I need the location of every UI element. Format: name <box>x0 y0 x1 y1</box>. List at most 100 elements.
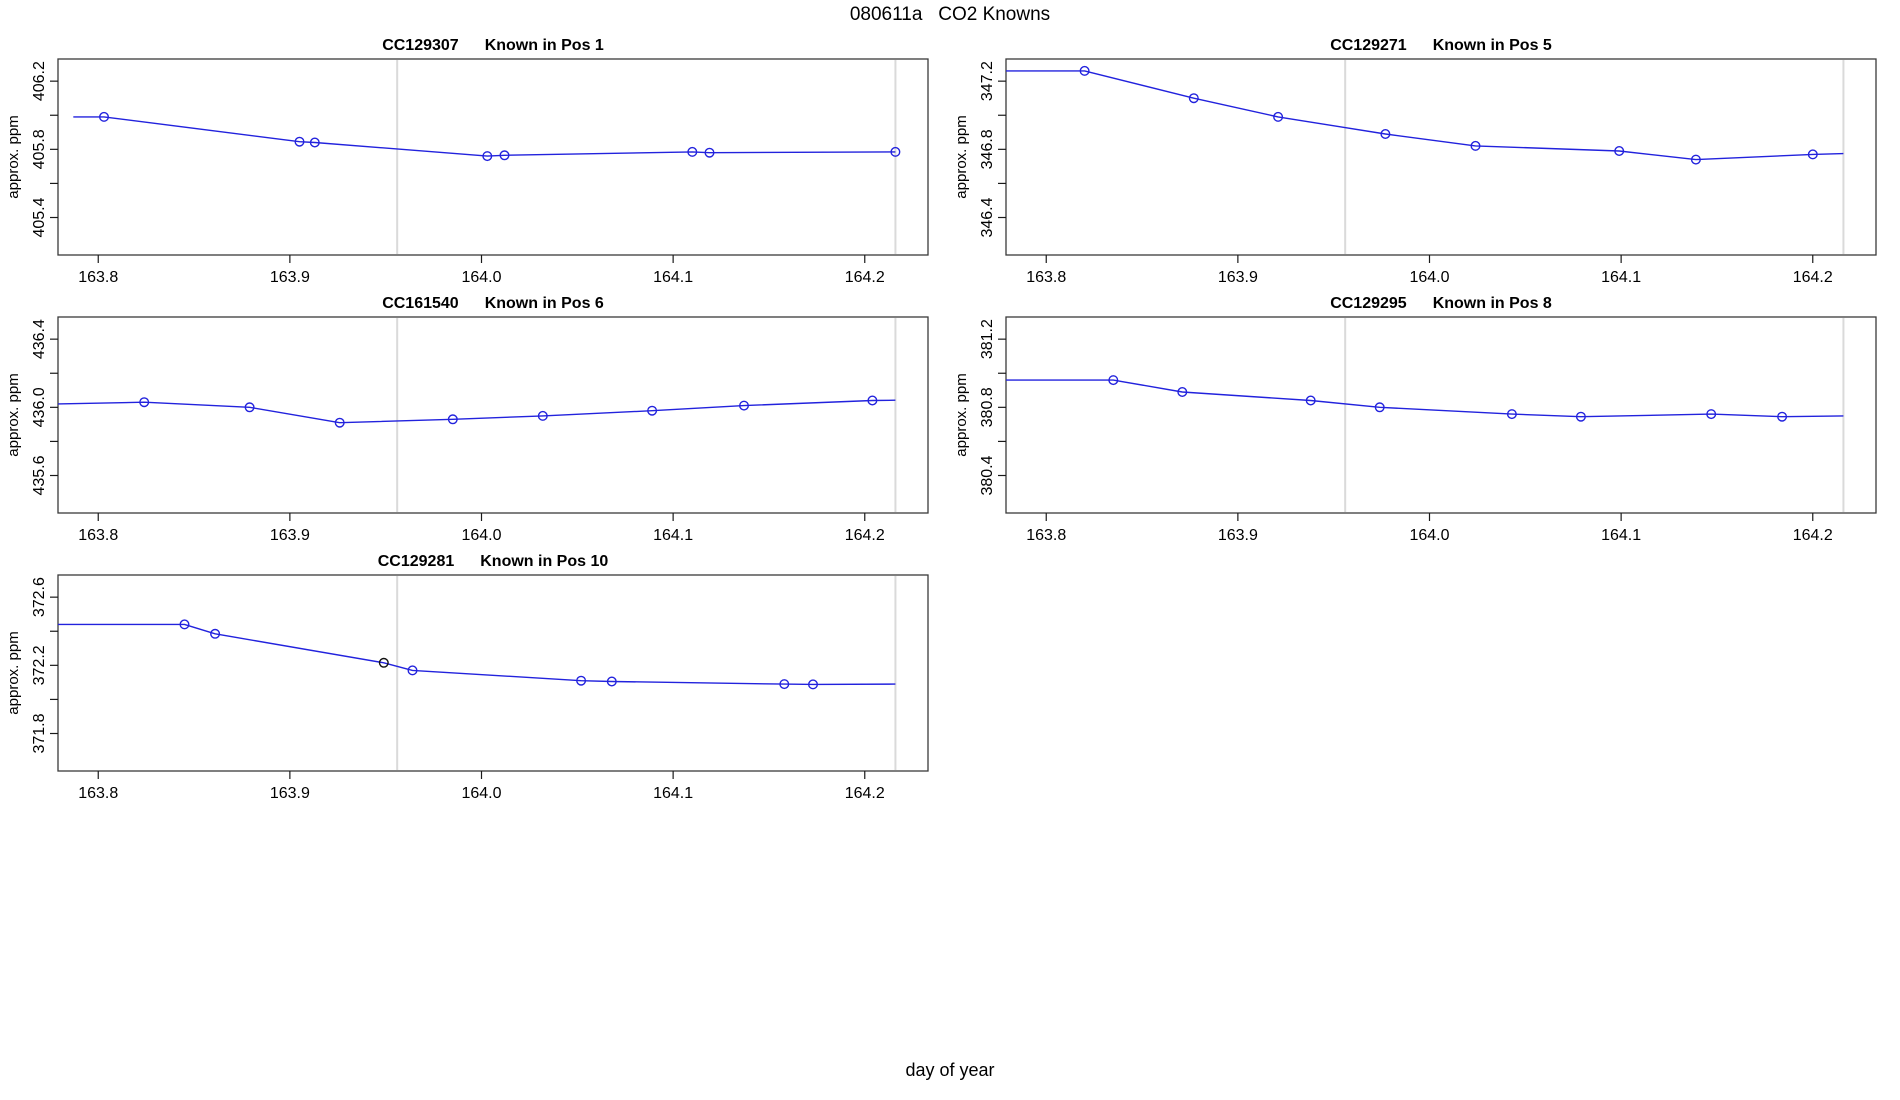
data-point <box>210 628 221 639</box>
figure-title: 080611a CO2 Knowns <box>849 4 1051 25</box>
panel-title: CC129281 Known in Pos 10 <box>378 553 609 570</box>
x-tick-label: 164.0 <box>1409 269 1449 286</box>
data-point <box>1575 411 1586 422</box>
y-tick-label: 380.8 <box>979 387 996 427</box>
panel-title: CC129295 Known in Pos 8 <box>1330 295 1552 312</box>
y-tick-label: 380.4 <box>979 455 996 495</box>
x-tick-label: 164.2 <box>845 269 885 286</box>
data-point <box>1614 145 1625 156</box>
panel-CC129307: 163.8 163.9 164.0 164.1 164.2 405.4 405.8 406.2… <box>5 37 929 286</box>
data-point <box>294 136 305 147</box>
data-point <box>139 397 150 408</box>
data-point <box>890 146 901 157</box>
data-line <box>1006 70 1844 161</box>
data-point <box>179 619 190 630</box>
y-tick-label: 436.4 <box>31 319 48 359</box>
x-tick-label: 164.1 <box>1601 269 1641 286</box>
data-point <box>1380 128 1391 139</box>
data-point <box>482 151 493 162</box>
data-point <box>309 137 320 148</box>
panel-ylabel: approx. ppm <box>5 373 22 456</box>
y-tick-label: 406.2 <box>31 61 48 101</box>
x-tick-label: 163.8 <box>78 527 118 544</box>
data-line <box>1006 379 1844 418</box>
panel-CC161540: 163.8 163.9 164.0 164.1 164.2 435.6 436.0 436.4… <box>5 295 929 544</box>
data-point <box>407 665 418 676</box>
data-point <box>334 417 345 428</box>
data-point <box>1470 140 1481 151</box>
data-point <box>1305 395 1316 406</box>
x-tick-label: 164.0 <box>461 527 501 544</box>
y-tick-label: 372.2 <box>31 645 48 685</box>
panel-CC129281: 163.8 163.9 164.0 164.1 164.2 371.8 372.2 372.6… <box>5 553 929 802</box>
y-tick-label: 371.8 <box>31 713 48 753</box>
data-point <box>1079 65 1090 76</box>
y-tick-label: 405.8 <box>31 129 48 169</box>
data-point <box>779 679 790 690</box>
x-tick-label: 164.0 <box>1409 527 1449 544</box>
x-tick-label: 163.8 <box>78 785 118 802</box>
data-point <box>1273 111 1284 122</box>
data-point <box>1807 149 1818 160</box>
data-point <box>606 676 617 687</box>
panel-title: CC161540 Known in Pos 6 <box>382 295 604 312</box>
panel-CC129295: 163.8 163.9 164.0 164.1 164.2 380.4 380.8 381.2… <box>953 295 1877 544</box>
data-line <box>58 623 896 686</box>
x-axis-label: day of year <box>905 1060 995 1080</box>
data-point <box>447 414 458 425</box>
y-tick-label: 347.2 <box>979 61 996 101</box>
data-point-outlier <box>378 657 389 668</box>
data-point <box>576 675 587 686</box>
x-tick-label: 164.1 <box>653 785 693 802</box>
plot-frame <box>57 58 929 256</box>
data-point <box>687 146 698 157</box>
data-point <box>647 405 658 416</box>
x-tick-label: 164.2 <box>845 785 885 802</box>
x-tick-label: 164.2 <box>845 527 885 544</box>
data-line <box>57 399 896 424</box>
panel-title: CC129307 Known in Pos 1 <box>382 37 604 54</box>
x-tick-label: 163.8 <box>1026 269 1066 286</box>
plot-frame <box>1005 58 1877 256</box>
data-point <box>867 395 878 406</box>
y-tick-label: 405.4 <box>31 197 48 237</box>
y-tick-label: 346.4 <box>979 197 996 237</box>
panel-ylabel: approx. ppm <box>953 115 970 198</box>
x-tick-label: 164.2 <box>1793 527 1833 544</box>
plot-frame <box>57 574 929 772</box>
x-tick-label: 163.9 <box>270 785 310 802</box>
x-tick-label: 164.0 <box>461 785 501 802</box>
data-point <box>1177 386 1188 397</box>
data-point <box>808 679 819 690</box>
x-tick-label: 163.9 <box>270 527 310 544</box>
data-point <box>244 402 255 413</box>
panel-ylabel: approx. ppm <box>953 373 970 456</box>
x-tick-label: 164.2 <box>1793 269 1833 286</box>
data-point <box>1777 411 1788 422</box>
data-point <box>1690 154 1701 165</box>
data-point <box>1374 402 1385 413</box>
data-point <box>1506 409 1517 420</box>
data-point <box>1188 93 1199 104</box>
data-line <box>73 116 896 157</box>
x-tick-label: 164.1 <box>1601 527 1641 544</box>
panel-ylabel: approx. ppm <box>5 115 22 198</box>
x-tick-label: 164.1 <box>653 527 693 544</box>
data-point <box>704 147 715 158</box>
y-tick-label: 436.0 <box>31 387 48 427</box>
panel-title: CC129271 Known in Pos 5 <box>1330 37 1552 54</box>
data-point <box>537 410 548 421</box>
x-tick-label: 163.8 <box>78 269 118 286</box>
panel-CC129271: 163.8 163.9 164.0 164.1 164.2 346.4 346.8 347.2… <box>953 37 1877 286</box>
plot-frame <box>57 316 929 514</box>
plot-frame <box>1005 316 1877 514</box>
y-tick-label: 346.8 <box>979 129 996 169</box>
x-tick-label: 163.9 <box>1218 527 1258 544</box>
y-tick-label: 435.6 <box>31 455 48 495</box>
x-tick-label: 164.1 <box>653 269 693 286</box>
data-point <box>1706 409 1717 420</box>
y-tick-label: 381.2 <box>979 319 996 359</box>
panel-ylabel: approx. ppm <box>5 631 22 714</box>
data-point <box>1108 375 1119 386</box>
